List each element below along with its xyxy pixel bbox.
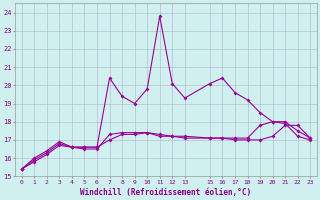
X-axis label: Windchill (Refroidissement éolien,°C): Windchill (Refroidissement éolien,°C) (80, 188, 252, 197)
